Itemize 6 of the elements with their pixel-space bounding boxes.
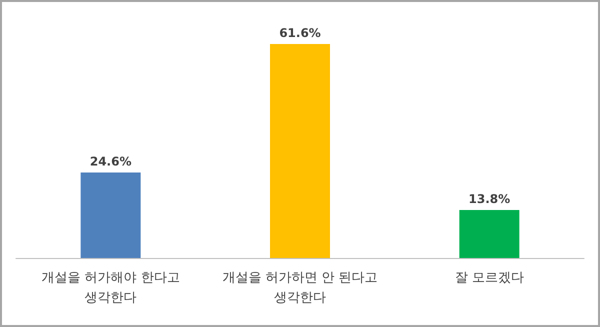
x-tick-label: 잘 모르겠다 [454,270,524,286]
x-tick-label: 개설을 허가하면 안 된다고 생각한다 [222,270,378,306]
x-tick-label: 개설을 허가해야 한다고 생각한다 [42,270,180,306]
data-label: 61.6% [279,26,321,40]
data-label: 13.8% [468,192,510,206]
data-label: 24.6% [90,154,132,169]
